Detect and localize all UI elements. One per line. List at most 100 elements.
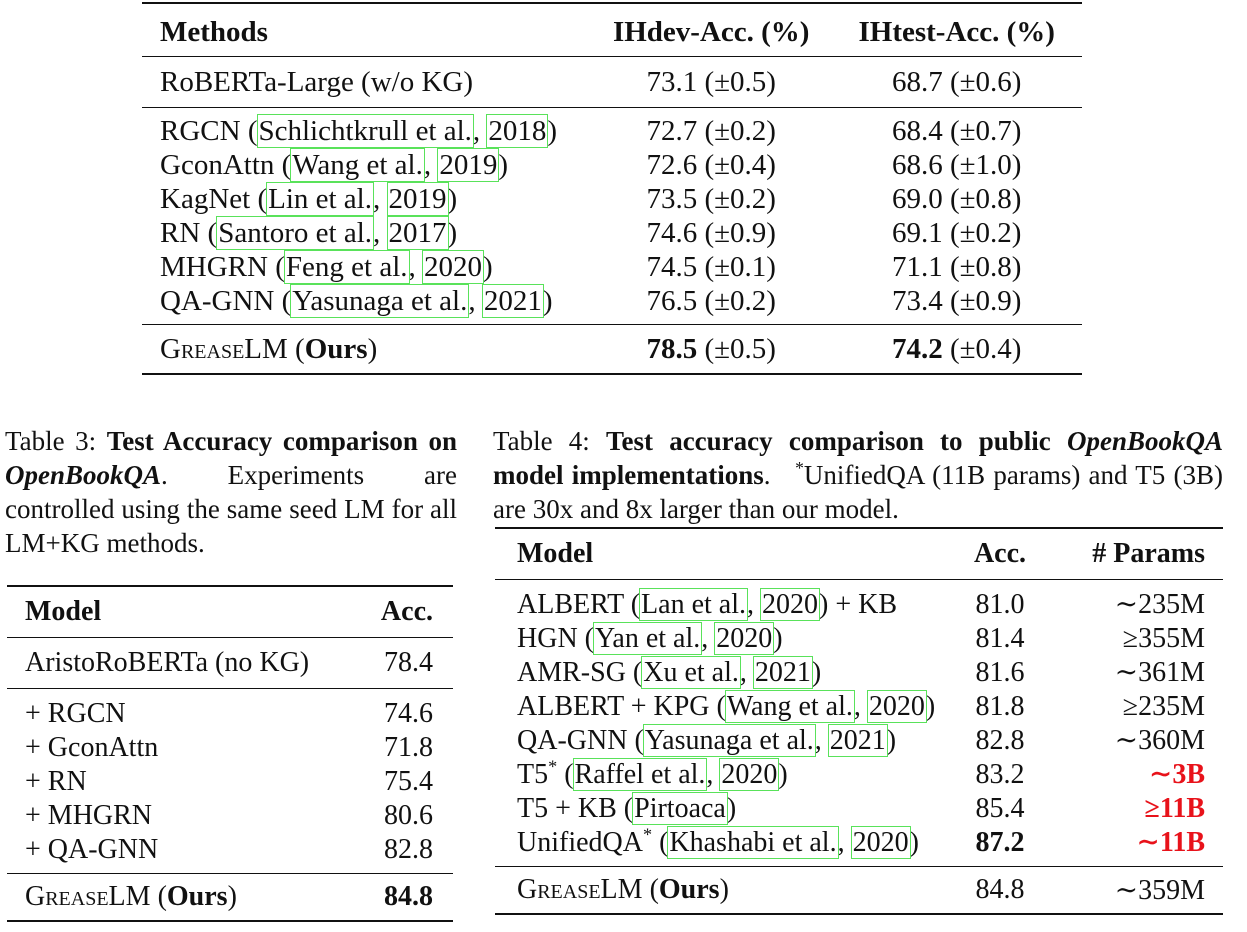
caption-body: . Experiments are controlled using the s…: [5, 460, 457, 558]
caption-bold-2: model implementations: [493, 460, 764, 490]
model-name: HGN: [517, 623, 578, 654]
model-params: ∼3B: [1148, 759, 1205, 790]
table-row: KagNet (Lin et al., 2019) 73.5 (±0.2) 69…: [142, 182, 1082, 216]
citation-year-link[interactable]: 2020: [719, 758, 780, 791]
caption-star: *: [795, 458, 804, 478]
citation-link[interactable]: Khashabi et al.: [667, 826, 839, 859]
model-name: + RN: [25, 766, 87, 797]
ours-row: GreaseLM (Ours) 84.8: [7, 873, 453, 922]
test-acc: 69.1 (±0.2): [891, 217, 1022, 249]
citation-link[interactable]: Schlichtkrull et al.: [256, 114, 474, 148]
citation-link[interactable]: Raffel et al.: [572, 758, 708, 791]
model-name: ALBERT + KPG: [517, 691, 710, 722]
caption-bold: Test accuracy comparison to public: [605, 426, 1067, 456]
dev-acc: 72.7 (±0.2): [646, 115, 776, 147]
table3-openbookqa: Model Acc. AristoRoBERTa (no KG) 78.4 + …: [7, 585, 453, 922]
model-params: ≥355M: [1122, 623, 1205, 654]
citation-year-link[interactable]: 2020: [850, 826, 911, 859]
method-name: KagNet: [160, 183, 251, 215]
test-acc: 69.0 (±0.8): [891, 183, 1022, 215]
table-row: T5 + KB (Pirtoaca) 85.4 ≥11B: [495, 792, 1223, 826]
citation-link[interactable]: Wang et al.: [290, 148, 425, 182]
citation-year-link[interactable]: 2021: [752, 656, 813, 689]
citation-year-link[interactable]: 2020: [759, 588, 820, 621]
caption-bold: Test Accuracy comparison on: [106, 426, 457, 456]
table-row: ALBERT + KPG (Wang et al., 2020) 81.8 ≥235…: [495, 690, 1223, 724]
citation-link[interactable]: Xu et al.: [641, 656, 741, 689]
test-acc: 71.1 (±0.8): [891, 251, 1022, 283]
dev-acc: 74.6 (±0.9): [646, 217, 776, 249]
ours-label: Ours: [304, 332, 368, 365]
ours-dev-acc: 78.5: [646, 332, 698, 365]
model-acc: 71.8: [384, 732, 433, 763]
ours-test-std: (±0.4): [942, 332, 1022, 365]
baseline-row: RoBERTa-Large (w/o KG) 73.1 (±0.5) 68.7 …: [142, 56, 1082, 108]
model-name: T5 + KB: [517, 793, 617, 824]
citation-year-link[interactable]: 2020: [422, 250, 484, 284]
model-acc: 81.0: [975, 589, 1025, 620]
col-header-ihtest: IHtest-Acc. (%): [831, 2, 1082, 57]
citation-link[interactable]: Lan et al.: [639, 588, 748, 621]
dev-acc: 73.5 (±0.2): [646, 183, 776, 215]
table-row: + RN 75.4: [7, 765, 453, 799]
method-name: GconAttn: [160, 149, 275, 181]
dev-acc: 76.5 (±0.2): [590, 284, 832, 325]
ours-dev-std: (±0.5): [697, 332, 776, 365]
col-header-model: Model: [495, 527, 955, 580]
table-row: + QA-GNN 82.8: [7, 833, 453, 874]
citation-link[interactable]: Lin et al.: [266, 182, 374, 216]
method-name: MHGRN: [160, 251, 268, 283]
citation-link[interactable]: Pirtoaca: [632, 792, 728, 825]
star-marker: *: [642, 824, 653, 845]
citation-year-link[interactable]: 2021: [481, 284, 544, 318]
table-header-row: Model Acc.: [7, 585, 453, 638]
citation-link[interactable]: Santoro et al.: [216, 216, 375, 250]
citation-year-link[interactable]: 2017: [386, 216, 449, 250]
col-header-acc: Acc.: [367, 585, 453, 638]
ours-label: Ours: [166, 881, 228, 912]
model-acc: 87.2: [955, 826, 1045, 867]
col-header-params: # Params: [1045, 527, 1223, 580]
model-name: + GconAttn: [25, 732, 159, 763]
table-row: AMR-SG (Xu et al., 2021) 81.6 ∼361M: [495, 656, 1223, 690]
model-acc: 74.6: [384, 698, 433, 729]
citation-link[interactable]: Wang et al.: [724, 690, 855, 723]
table-row: HGN (Yan et al., 2020) 81.4 ≥355M: [495, 622, 1223, 656]
method-name: RGCN: [160, 115, 241, 147]
greaselm-name: GreaseLM: [160, 332, 288, 365]
model-name: + RGCN: [25, 698, 126, 729]
citation-year-link[interactable]: 2019: [386, 182, 449, 216]
citation-link[interactable]: Yan et al.: [592, 622, 703, 655]
citation-year-link[interactable]: 2018: [486, 114, 549, 148]
baseline-method: RoBERTa-Large (w/o KG): [142, 56, 591, 108]
table-row: + RGCN 74.6: [7, 689, 453, 732]
citation-year-link[interactable]: 2021: [827, 724, 888, 757]
dev-acc: 74.5 (±0.1): [646, 251, 776, 283]
model-acc: 80.6: [384, 800, 433, 831]
model-acc: 85.4: [975, 793, 1025, 824]
table4-caption: Table 4: Test accuracy comparison to pub…: [493, 424, 1223, 526]
method-name: RN: [160, 217, 201, 249]
ours-test-acc: 74.2: [891, 332, 943, 365]
table-header-row: Model Acc. # Params: [495, 527, 1223, 580]
table-row: QA-GNN (Yasunaga et al., 2021) 82.8 ∼360M: [495, 724, 1223, 758]
col-header-model: Model: [7, 585, 368, 638]
model-params: ∼11B: [1045, 826, 1223, 867]
baseline-model: AristoRoBERTa (no KG): [7, 637, 368, 689]
citation-link[interactable]: Feng et al.: [283, 250, 410, 284]
citation-link[interactable]: Yasunaga et al.: [642, 724, 816, 757]
baseline-acc: 78.4: [367, 637, 453, 689]
table-row: RGCN (Schlichtkrull et al., 2018) 72.7 (…: [142, 108, 1082, 148]
table4-body: ALBERT (Lan et al., 2020) + KB 81.0 ∼235M H…: [495, 580, 1223, 867]
ours-acc: 84.8: [955, 866, 1045, 915]
ours-row: GreaseLM (Ours) 78.5 (±0.5) 74.2 (±0.4): [142, 324, 1082, 375]
table-row: RN (Santoro et al., 2017) 74.6 (±0.9) 69…: [142, 216, 1082, 250]
citation-link[interactable]: Yasunaga et al.: [290, 284, 470, 318]
ih-results-table: Methods IHdev-Acc. (%) IHtest-Acc. (%) R…: [142, 2, 1082, 375]
citation-year-link[interactable]: 2020: [866, 690, 927, 723]
model-params: ∼235M: [1114, 589, 1205, 620]
model-acc: 82.8: [975, 725, 1025, 756]
citation-year-link[interactable]: 2020: [714, 622, 775, 655]
table-row: T5* (Raffel et al., 2020) 83.2 ∼3B: [495, 758, 1223, 792]
citation-year-link[interactable]: 2019: [437, 148, 500, 182]
